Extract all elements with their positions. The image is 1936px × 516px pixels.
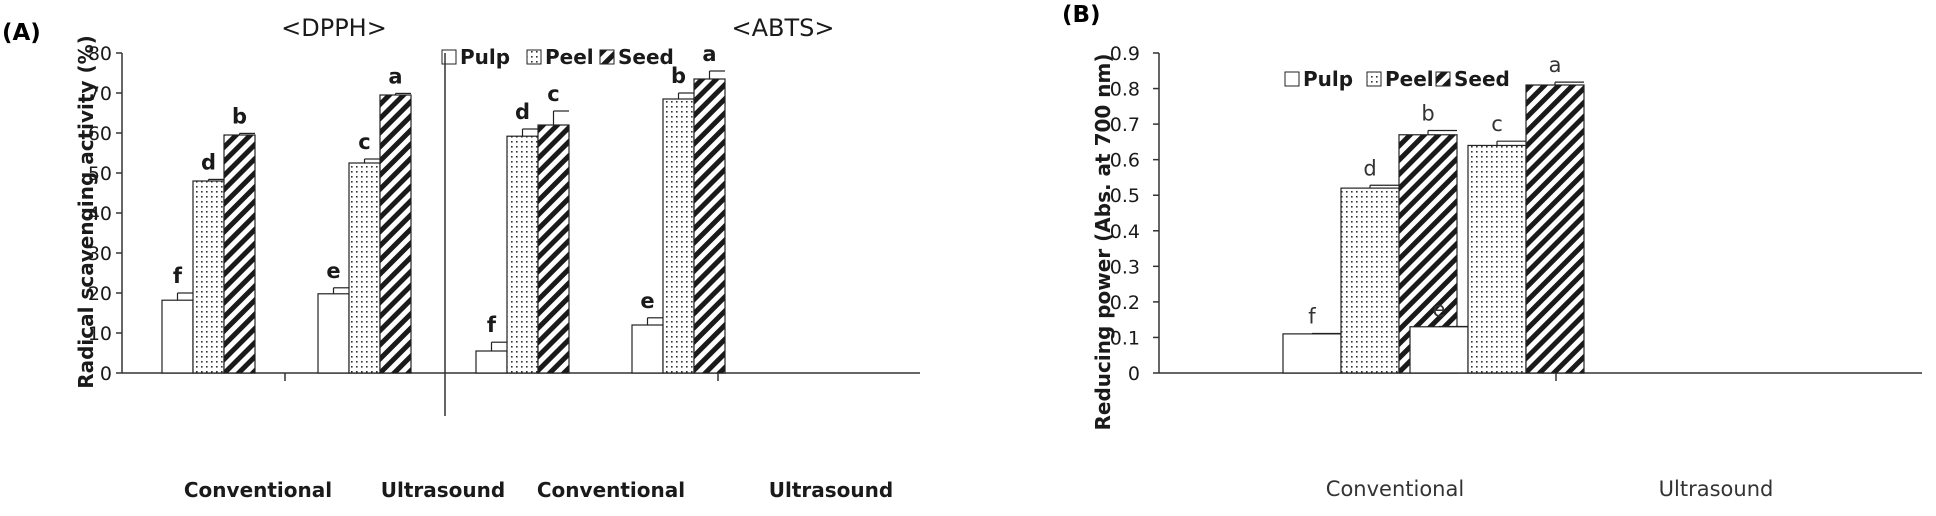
y-tick-label-frap: 0.8	[1110, 79, 1140, 101]
legend-b-label-pulp: Pulp	[1303, 67, 1353, 91]
significance-label-frap: c	[1491, 112, 1503, 136]
y-tick-label-frap: 0.1	[1110, 327, 1140, 349]
significance-label-dpph: c	[358, 130, 370, 154]
y-tick-label-dpph: 70	[88, 83, 112, 105]
legend-b-label-seed: Seed	[1454, 67, 1510, 91]
significance-label-abts: e	[640, 289, 654, 313]
bar-dpph-seed-ultrasound	[379, 94, 412, 374]
significance-label-frap: b	[1421, 102, 1434, 126]
legend-b-swatch-peel	[1366, 71, 1382, 87]
legend-a: Pulp Peel Seed	[441, 45, 674, 69]
category-label-conventional-abts: Conventional	[537, 478, 685, 502]
bar-frap-pulp-conventional	[1282, 333, 1342, 374]
bar-abts-pulp-conventional	[475, 350, 508, 374]
bar-frap-pulp-ultrasound	[1409, 326, 1469, 374]
legend-label-peel: Peel	[545, 45, 594, 69]
legend-b-label-peel: Peel	[1385, 67, 1434, 91]
significance-label-frap: a	[1549, 53, 1562, 77]
y-tick-label-dpph: 0	[100, 363, 112, 385]
y-tick-label-dpph: 40	[88, 203, 112, 225]
panel-b-label: (B)	[1062, 2, 1101, 28]
legend-label-pulp: Pulp	[460, 45, 510, 69]
y-tick-label-frap: 0.4	[1110, 221, 1140, 243]
significance-label-frap: e	[1433, 297, 1446, 321]
significance-label-abts: a	[702, 42, 716, 66]
category-label-ultrasound-abts: Ultrasound	[769, 478, 893, 502]
category-label-ultrasound-b: Ultrasound	[1659, 477, 1774, 501]
bar-frap-seed-ultrasound	[1525, 84, 1585, 374]
y-tick-label-dpph: 10	[88, 323, 112, 345]
y-tick-label-dpph: 80	[88, 43, 112, 65]
y-tick-label-dpph: 50	[88, 163, 112, 185]
legend-swatch-peel	[526, 49, 542, 65]
y-tick-label-frap: 0.7	[1110, 114, 1140, 136]
bar-dpph-pulp-conventional	[161, 299, 194, 374]
significance-label-abts: b	[671, 64, 686, 88]
bar-dpph-seed-conventional	[223, 134, 256, 374]
bar-frap-peel-ultrasound	[1467, 144, 1527, 374]
significance-label-abts: c	[547, 82, 559, 106]
y-tick-label-frap: 0	[1128, 363, 1140, 385]
significance-label-frap: f	[1308, 305, 1316, 329]
bar-abts-seed-ultrasound	[693, 78, 726, 374]
category-label-ultrasound-a: Ultrasound	[381, 478, 505, 502]
dpph-title: <DPPH>	[281, 14, 387, 42]
plot-layer: 01020304050607080fdbecafdceba00.10.20.30…	[88, 42, 1922, 416]
bar-frap-peel-conventional	[1340, 187, 1400, 374]
y-tick-label-frap: 0.2	[1110, 292, 1140, 314]
significance-label-frap: d	[1363, 156, 1376, 180]
significance-label-dpph: f	[173, 264, 183, 288]
category-label-conventional-b: Conventional	[1326, 477, 1464, 501]
y-tick-label-dpph: 20	[88, 283, 112, 305]
bar-abts-peel-ultrasound	[662, 98, 695, 374]
legend-b-swatch-pulp	[1284, 71, 1300, 87]
category-label-conventional-a: Conventional	[184, 478, 332, 502]
significance-label-abts: f	[487, 313, 497, 337]
legend-swatch-seed	[599, 49, 615, 65]
bar-abts-pulp-ultrasound	[631, 324, 664, 374]
significance-label-dpph: a	[388, 64, 402, 88]
y-tick-label-frap: 0.3	[1110, 256, 1140, 278]
y-axis-title-b: Reducing power (Abs. at 700 nm)	[1091, 53, 1115, 430]
y-tick-label-frap: 0.5	[1110, 185, 1140, 207]
y-tick-label-dpph: 60	[88, 123, 112, 145]
bar-abts-seed-conventional	[537, 124, 570, 374]
bar-dpph-peel-ultrasound	[348, 162, 381, 374]
significance-label-dpph: b	[232, 104, 247, 128]
significance-label-dpph: e	[326, 259, 340, 283]
legend-label-seed: Seed	[618, 45, 674, 69]
bar-abts-peel-conventional	[506, 135, 539, 374]
y-tick-label-frap: 0.6	[1110, 150, 1140, 172]
bar-dpph-pulp-ultrasound	[317, 293, 350, 374]
y-tick-label-frap: 0.9	[1110, 43, 1140, 65]
bar-dpph-peel-conventional	[192, 180, 225, 374]
abts-title: <ABTS>	[732, 14, 835, 42]
legend-b: Pulp Peel Seed	[1284, 67, 1510, 91]
y-tick-label-dpph: 30	[88, 243, 112, 265]
legend-swatch-pulp	[441, 49, 457, 65]
significance-label-dpph: d	[201, 150, 216, 174]
significance-label-abts: d	[515, 100, 530, 124]
y-axis-title-a: Radical scavenging activity (%)	[74, 35, 98, 389]
panel-a-label: (A)	[2, 20, 41, 46]
legend-b-swatch-seed	[1435, 71, 1451, 87]
